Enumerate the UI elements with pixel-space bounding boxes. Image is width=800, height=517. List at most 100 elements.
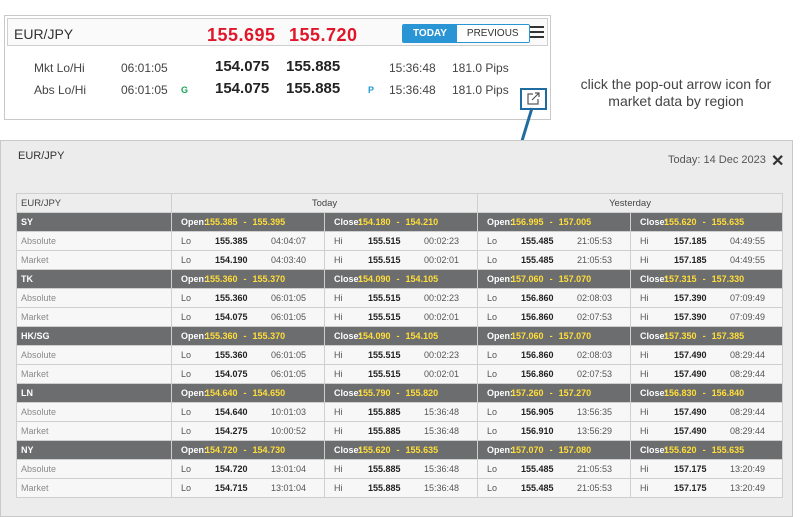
today-close-cell: Close:154.180-154.210	[323, 212, 479, 232]
lo-hi-label: Lo	[181, 483, 192, 493]
table-row: Absolute Lo 155.385 04:04:07 Hi 155.515 00:02:…	[16, 231, 784, 251]
lo-hi-label: Hi	[640, 426, 649, 436]
range-dash: -	[702, 274, 706, 284]
y-hi-cell: Hi 157.490 08:29:44	[630, 364, 784, 384]
price-value: 157.490	[674, 350, 707, 360]
tab-previous[interactable]: PREVIOUS	[456, 25, 529, 42]
high-value: 155.885	[286, 80, 341, 97]
yest-close-cell: Close:156.830-156.840	[630, 383, 784, 403]
range-label: Close:	[640, 388, 668, 398]
lo-hi-label: Hi	[334, 312, 343, 322]
price-value: 154.190	[215, 255, 248, 265]
range-start: 155.360	[205, 274, 238, 284]
range-label: Open:	[181, 445, 207, 455]
low-source-tag: G	[181, 85, 189, 95]
price-value: 155.515	[368, 255, 401, 265]
time-value: 07:09:49	[730, 312, 766, 322]
time-value: 00:02:01	[424, 312, 460, 322]
y-lo-cell: Lo 156.910 13:56:29	[477, 421, 632, 441]
y-hi-cell: Hi 157.185 04:49:55	[630, 231, 784, 251]
lo-hi-label: Lo	[487, 483, 498, 493]
time-value: 13:56:35	[577, 407, 613, 417]
region-row: LN Open:154.640-154.650 Close:155.790-155.…	[16, 383, 784, 403]
range-end: 155.635	[711, 217, 745, 227]
price-value: 155.485	[521, 483, 554, 493]
lo-hi-label: Lo	[487, 312, 498, 322]
time-value: 02:07:53	[577, 369, 613, 379]
range-label: Close:	[640, 274, 668, 284]
range-start: 157.315	[664, 274, 697, 284]
panel-title: EUR/JPY	[18, 150, 65, 162]
range-start: 155.790	[358, 388, 391, 398]
time-value: 15:36:48	[424, 464, 460, 474]
lo-hi-label: Lo	[487, 426, 498, 436]
today-open-cell: Open:155.360-155.370	[171, 326, 325, 346]
y-lo-cell: Lo 155.485 21:05:53	[477, 231, 632, 251]
quote-widget: EUR/JPY 155.695 155.720 TODAY PREVIOUS M…	[4, 15, 551, 120]
range-label: Open:	[181, 274, 207, 284]
time-value: 08:29:44	[730, 369, 766, 379]
t-lo-cell: Lo 155.360 06:01:05	[171, 288, 325, 308]
table-row: Absolute Lo 155.360 06:01:05 Hi 155.515 00:02:…	[16, 345, 784, 365]
range-end: 157.070	[558, 331, 592, 341]
row-label: Mkt Lo/Hi	[34, 61, 85, 75]
range-end: 157.330	[711, 274, 745, 284]
range-end: 155.370	[252, 274, 286, 284]
price-value: 155.360	[215, 293, 248, 303]
range-dash: -	[549, 445, 553, 455]
range-pips: 181.0 Pips	[452, 83, 509, 97]
y-hi-cell: Hi 157.175 13:20:49	[630, 459, 784, 479]
time-value: 21:05:53	[577, 236, 613, 246]
range-dash: -	[702, 217, 706, 227]
time-value: 02:08:03	[577, 350, 613, 360]
y-hi-cell: Hi 157.390 07:09:49	[630, 288, 784, 308]
range-label: Open:	[181, 217, 207, 227]
range-start: 154.180	[358, 217, 391, 227]
close-icon[interactable]: ✕	[771, 153, 785, 170]
y-lo-cell: Lo 156.860 02:07:53	[477, 307, 632, 327]
t-hi-cell: Hi 155.515 00:02:23	[323, 288, 479, 308]
range-start: 156.830	[664, 388, 697, 398]
lo-hi-label: Hi	[640, 236, 649, 246]
t-lo-cell: Lo 154.275 10:00:52	[171, 421, 325, 441]
table-row: Market Lo 154.275 10:00:52 Hi 155.885 15:36:48…	[16, 421, 784, 441]
row-label: Market	[16, 421, 172, 441]
row-label: Market	[16, 250, 172, 270]
price-value: 155.515	[368, 236, 401, 246]
time-value: 07:09:49	[730, 293, 766, 303]
region-row: HK/SG Open:155.360-155.370 Close:154.090-1…	[16, 326, 784, 346]
range-end: 157.270	[558, 388, 592, 398]
price-value: 157.390	[674, 312, 707, 322]
tab-today[interactable]: TODAY	[403, 25, 457, 42]
range-start: 157.070	[511, 445, 544, 455]
lo-hi-label: Hi	[334, 426, 343, 436]
today-open-cell: Open:154.640-154.650	[171, 383, 325, 403]
t-lo-cell: Lo 154.075 06:01:05	[171, 307, 325, 327]
price-value: 154.715	[215, 483, 248, 493]
lo-hi-label: Lo	[181, 464, 192, 474]
range-start: 157.260	[511, 388, 544, 398]
range-dash: -	[396, 274, 400, 284]
high-source-tag: P	[368, 85, 375, 95]
time-value: 13:01:04	[271, 483, 307, 493]
range-end: 154.650	[252, 388, 286, 398]
table-row: Absolute Lo 154.640 10:01:03 Hi 155.885 15:36:…	[16, 402, 784, 422]
time-value: 13:20:49	[730, 483, 766, 493]
price-value: 154.640	[215, 407, 248, 417]
today-open-cell: Open:155.385-155.395	[171, 212, 325, 232]
menu-icon[interactable]	[530, 26, 544, 38]
time-value: 13:56:29	[577, 426, 613, 436]
yest-open-cell: Open:157.060-157.070	[477, 326, 632, 346]
price-value: 155.515	[368, 369, 401, 379]
header-yesterday: Yesterday	[477, 193, 784, 213]
lo-hi-label: Lo	[487, 293, 498, 303]
yest-open-cell: Open:157.070-157.080	[477, 440, 632, 460]
range-dash: -	[243, 217, 247, 227]
t-lo-cell: Lo 154.715 13:01:04	[171, 478, 325, 498]
time-value: 04:04:07	[271, 236, 307, 246]
y-hi-cell: Hi 157.490 08:29:44	[630, 402, 784, 422]
lo-hi-label: Lo	[487, 236, 498, 246]
region-row: SY Open:155.385-155.395 Close:154.180-154.…	[16, 212, 784, 232]
lo-hi-label: Lo	[487, 407, 498, 417]
popout-arrow-icon[interactable]	[520, 88, 547, 110]
